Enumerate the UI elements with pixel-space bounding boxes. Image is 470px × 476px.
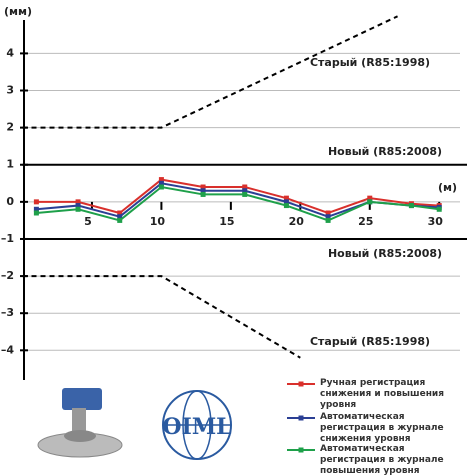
point [367,199,372,204]
series-line [36,180,439,213]
point [34,210,39,215]
point [159,185,164,190]
device-icon [38,388,122,457]
legend-label: Автоматическая регистрация в журнале сни… [320,412,468,445]
limit-label: Старый (R85:1998) [310,335,430,348]
logo-text: OIML [162,414,231,440]
legend-marker [299,448,304,453]
legend-label: Ручная регистрация снижения и повышения … [320,378,468,411]
y-tick-label: –4 [1,343,15,356]
y-tick-label: –3 [1,306,14,319]
x-tick-label: 30 [428,215,444,228]
point [34,199,39,204]
y-tick-label: –2 [1,269,14,282]
y-tick-label: 3 [6,84,14,97]
legend-marker [299,382,304,387]
limit-label: Новый (R85:2008) [328,247,442,260]
limit-line [23,16,398,127]
point [437,207,442,212]
point [242,192,247,197]
x-unit: (м) [438,181,457,194]
point [284,203,289,208]
series-line [36,187,439,220]
point [201,192,206,197]
limit-label: Новый (R85:2008) [328,145,442,158]
point [409,203,414,208]
point [117,218,122,223]
page: (мм) (м) OIML 43210–1–2–3–451015202530Ст… [0,0,470,476]
legend-marker [299,416,304,421]
x-tick-label: 10 [150,215,166,228]
point [76,207,81,212]
x-tick-label: 5 [84,215,92,228]
oiml-logo: OIML [162,391,231,459]
x-tick-label: 25 [358,215,373,228]
x-tick-label: 20 [289,215,305,228]
y-tick-label: 4 [6,46,14,59]
y-tick-label: 1 [6,158,14,171]
y-unit: (мм) [4,5,32,18]
y-tick-label: –1 [1,232,14,245]
y-tick-label: 2 [6,121,14,134]
x-tick-label: 15 [219,215,234,228]
point [326,218,331,223]
legend-label: Автоматическая регистрация в журнале пов… [320,444,468,476]
y-tick-label: 0 [6,195,14,208]
limit-label: Старый (R85:1998) [310,56,430,69]
limit-line [23,276,301,358]
